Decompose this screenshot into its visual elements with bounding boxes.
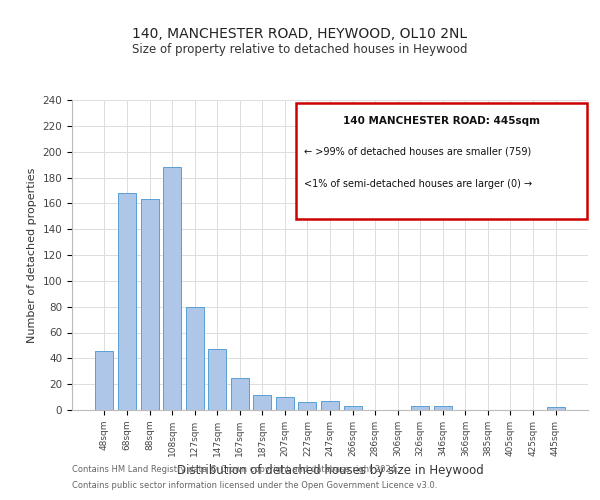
Bar: [231, 378, 249, 410]
Bar: [298, 402, 316, 410]
Text: Size of property relative to detached houses in Heywood: Size of property relative to detached ho…: [132, 42, 468, 56]
Text: Contains HM Land Registry data © Crown copyright and database right 2024.: Contains HM Land Registry data © Crown c…: [72, 466, 398, 474]
Bar: [411, 406, 429, 410]
Bar: [140, 200, 158, 410]
Bar: [547, 408, 565, 410]
FancyBboxPatch shape: [296, 103, 587, 220]
Text: ← >99% of detached houses are smaller (759): ← >99% of detached houses are smaller (7…: [304, 146, 532, 156]
Text: Contains public sector information licensed under the Open Government Licence v3: Contains public sector information licen…: [72, 480, 437, 490]
Bar: [321, 401, 339, 410]
Y-axis label: Number of detached properties: Number of detached properties: [27, 168, 37, 342]
Text: <1% of semi-detached houses are larger (0) →: <1% of semi-detached houses are larger (…: [304, 179, 532, 189]
X-axis label: Distribution of detached houses by size in Heywood: Distribution of detached houses by size …: [176, 464, 484, 477]
Bar: [95, 350, 113, 410]
Bar: [163, 167, 181, 410]
Text: 140, MANCHESTER ROAD, HEYWOOD, OL10 2NL: 140, MANCHESTER ROAD, HEYWOOD, OL10 2NL: [133, 28, 467, 42]
Bar: [185, 306, 204, 410]
Bar: [344, 406, 362, 410]
Bar: [434, 406, 452, 410]
Bar: [118, 193, 136, 410]
Text: 140 MANCHESTER ROAD: 445sqm: 140 MANCHESTER ROAD: 445sqm: [343, 116, 540, 126]
Bar: [208, 350, 226, 410]
Bar: [276, 397, 294, 410]
Bar: [253, 394, 271, 410]
